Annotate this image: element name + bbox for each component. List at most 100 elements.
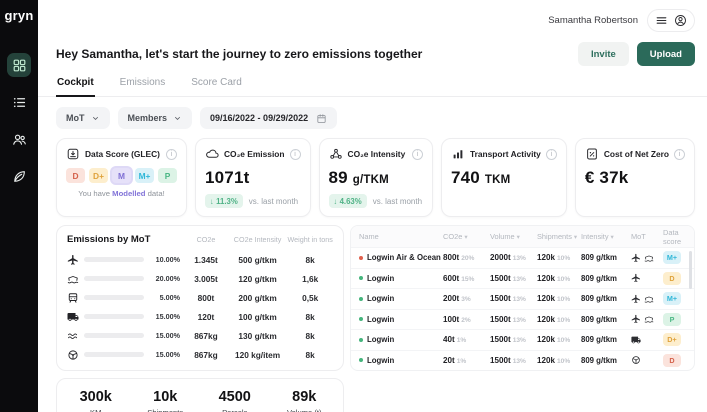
- sea-icon: [644, 294, 654, 304]
- intensity-value: 200 g/tkm: [238, 292, 277, 303]
- mot-icons: [631, 253, 663, 263]
- data-score-icon: [66, 147, 80, 161]
- col-volume[interactable]: Volume ▾: [490, 232, 520, 241]
- sort-icon[interactable]: ▾: [573, 233, 578, 241]
- info-icon[interactable]: i: [411, 148, 423, 160]
- info-icon[interactable]: i: [166, 148, 177, 160]
- emissions-by-mot-title: Emissions by MoT: [67, 234, 151, 245]
- kpi-value: 89 g/TKM: [328, 168, 389, 187]
- table-row[interactable]: Logwin 20t 1% 1500t 13% 120k 10% 809 g/tkm …: [351, 349, 694, 371]
- kpi-card-co2e-intensity: CO₂e Intensity i 89 g/TKM ↓ 4.63% vs. la…: [318, 138, 433, 217]
- info-icon[interactable]: i: [289, 148, 301, 160]
- bar-track: [84, 276, 144, 281]
- stat-parcels-shipped: 4500 Parcels shipped: [200, 389, 270, 412]
- brand-logo: gryn: [4, 8, 34, 23]
- col-shipments[interactable]: Shipments ▾: [537, 232, 578, 241]
- mot-row-sea[interactable]: 20.00% 3.005t 120 g/tkm 1,6k: [67, 269, 333, 288]
- grid-icon: [12, 58, 27, 73]
- data-score-badge: M+: [663, 292, 681, 306]
- air-icon: [67, 254, 79, 266]
- rail-icon: [67, 292, 79, 304]
- score-badge: D+: [89, 168, 108, 183]
- invite-button[interactable]: Invite: [577, 42, 629, 66]
- status-dot: [359, 296, 363, 301]
- mot-row-waterway[interactable]: 15.00% 867kg 130 g/tkm 8k: [67, 326, 333, 345]
- member-name: Logwin: [367, 335, 395, 345]
- upload-button[interactable]: Upload: [636, 42, 695, 66]
- down-arrow-icon: ↓: [333, 196, 338, 206]
- cost-icon: [585, 147, 599, 161]
- mot-icons: [631, 335, 663, 345]
- cloud-icon: [205, 147, 219, 161]
- co2e-value: 120t: [197, 311, 215, 322]
- mot-icons: [631, 314, 663, 324]
- trend-note: vs. last month: [372, 196, 423, 206]
- data-score-badge: D: [663, 353, 681, 367]
- stat-value: 10k: [153, 389, 178, 405]
- sea-icon: [67, 273, 79, 285]
- table-row[interactable]: Logwin 200t 3% 1500t 13% 120k 10% 809 g/tkm…: [351, 288, 694, 309]
- road-icon: [631, 335, 641, 345]
- table-row[interactable]: Logwin 600t 15% 1500t 13% 120k 10% 809 g/tk…: [351, 267, 694, 289]
- stat-km-travelled: 300k KM travelled: [61, 389, 131, 412]
- tab-emissions[interactable]: Emissions: [119, 77, 166, 88]
- info-icon[interactable]: i: [545, 148, 557, 160]
- stat-label: Volume (t) shipped: [270, 408, 340, 412]
- kpi-title: CO₂e Emission: [224, 149, 285, 159]
- stat-volume-shipped: 89k Volume (t) shipped: [270, 389, 340, 412]
- molecule-icon: [329, 147, 343, 161]
- tab-score-card[interactable]: Score Card: [191, 77, 242, 88]
- info-icon[interactable]: i: [674, 148, 685, 160]
- other-icon: [67, 349, 79, 361]
- col-intensity[interactable]: Intensity ▾: [581, 232, 614, 241]
- table-scrollbar[interactable]: [689, 251, 692, 289]
- sort-icon[interactable]: ▾: [610, 233, 614, 241]
- mot-filter[interactable]: MoT: [56, 107, 110, 129]
- col-data-score: Data score: [663, 227, 682, 246]
- members-icon: [12, 132, 27, 147]
- tab-bar: Cockpit Emissions Score Card: [38, 75, 707, 97]
- sidebar-item-list[interactable]: [7, 90, 31, 114]
- data-score-badge: P: [663, 312, 681, 326]
- menu-icon[interactable]: [655, 14, 668, 27]
- table-row[interactable]: Logwin 40t 1% 1500t 13% 120k 10% 809 g/tkm …: [351, 329, 694, 350]
- sidebar-item-sustainability[interactable]: [7, 164, 31, 188]
- waterway-icon: [67, 330, 79, 342]
- chevron-down-icon: [173, 114, 182, 123]
- mode-share: 15.00%: [155, 350, 180, 359]
- data-score-badge: M+: [663, 251, 681, 265]
- road-icon: [67, 311, 79, 323]
- kpi-title: Data Score (GLEC): [85, 149, 160, 159]
- mot-row-road[interactable]: 15.00% 120t 100 g/tkm 8k: [67, 307, 333, 326]
- stat-value: 300k: [79, 389, 112, 405]
- account-menu[interactable]: [647, 8, 695, 32]
- kpi-card-co2e-emission: CO₂e Emission i 1071t ↓ 11.3% vs. last m…: [195, 138, 311, 217]
- account-icon[interactable]: [674, 14, 687, 27]
- date-range-filter[interactable]: 09/16/2022 - 09/29/2022: [200, 107, 338, 129]
- table-row[interactable]: Logwin Air & Ocean 800t 20% 2000t 13% 120k…: [351, 247, 694, 268]
- members-filter[interactable]: Members: [117, 107, 193, 129]
- sea-icon: [644, 314, 654, 324]
- mot-filter-label: MoT: [66, 113, 85, 123]
- date-range-value: 09/16/2022 - 09/29/2022: [210, 113, 309, 123]
- bar-track: [84, 352, 144, 357]
- mot-row-rail[interactable]: 5.00% 800t 200 g/tkm 0,5k: [67, 288, 333, 307]
- mot-row-air[interactable]: 10.00% 1.345t 500 g/tkm 8k: [67, 250, 333, 269]
- sidebar-item-dashboard[interactable]: [7, 53, 31, 77]
- kpi-value: 740 TKM: [450, 168, 511, 187]
- kpi-title: CO₂e Intensity: [347, 149, 406, 159]
- sort-icon[interactable]: ▾: [464, 233, 468, 241]
- table-row[interactable]: Logwin 100t 2% 1500t 13% 120k 10% 809 g/tkm…: [351, 308, 694, 330]
- score-scale: D D+ M M+ P: [66, 168, 177, 183]
- member-name: Logwin: [367, 314, 395, 324]
- col-header-co2e: CO2e: [196, 235, 216, 244]
- member-name: Logwin: [367, 355, 395, 365]
- kpi-card-data-score: Data Score (GLEC) i D D+ M M+ P You have…: [56, 138, 187, 217]
- sidebar-item-members[interactable]: [7, 127, 31, 151]
- sort-icon[interactable]: ▾: [516, 233, 520, 241]
- score-badge: M+: [135, 168, 154, 183]
- mot-row-other[interactable]: 15.00% 867kg 120 kg/item 8k: [67, 345, 333, 364]
- weight-value: 1,6k: [302, 273, 319, 284]
- tab-cockpit[interactable]: Cockpit: [56, 75, 95, 97]
- col-co2e[interactable]: CO2e ▾: [443, 232, 468, 241]
